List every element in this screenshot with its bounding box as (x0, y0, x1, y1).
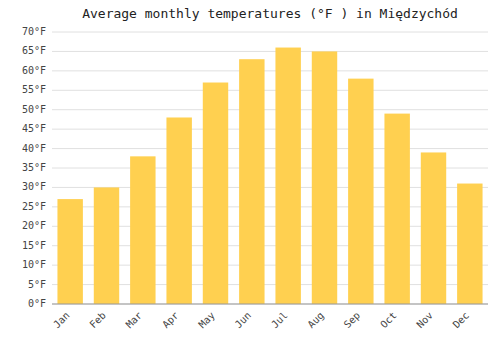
x-tick-label: May (196, 310, 217, 331)
chart: Average monthly temperatures (°F ) in Mi… (0, 0, 500, 350)
bar (130, 156, 155, 304)
bar (457, 184, 482, 304)
x-tick-label: Sep (342, 310, 363, 331)
bar (275, 48, 300, 304)
title: Average monthly temperatures (°F ) in Mi… (82, 6, 458, 21)
bar (94, 187, 119, 304)
x-tick-label: Dec (451, 310, 472, 331)
bars (57, 48, 482, 304)
bar (203, 83, 228, 304)
bar (384, 114, 409, 304)
y-tick-label: 50°F (22, 104, 46, 115)
bar (421, 152, 446, 304)
y-tick-label: 40°F (22, 143, 46, 154)
x-tick-label: Apr (160, 310, 181, 331)
x-tick-label: Jun (233, 310, 254, 331)
y-tick-label: 65°F (22, 45, 46, 56)
y-axis: 0°F 5°F 10°F 15°F 20°F 25°F 30°F 35°F 40°F 45°F 50… (22, 26, 488, 309)
grid-line (52, 70, 488, 71)
x-tick-label: Mar (124, 310, 145, 331)
x-tick-label: Jan (51, 310, 72, 331)
grid-line (52, 109, 488, 110)
bar (348, 79, 373, 304)
y-tick-label: 30°F (22, 181, 46, 192)
grid-line (52, 90, 488, 91)
grid-line (52, 51, 488, 52)
y-tick-label: 60°F (22, 65, 46, 76)
y-tick-label: 20°F (22, 220, 46, 231)
y-tick-label: 45°F (22, 123, 46, 134)
bar (312, 51, 337, 304)
grid-line (52, 304, 488, 305)
y-tick-label: 15°F (22, 240, 46, 251)
x-tick-label: Feb (87, 310, 108, 331)
bar (57, 199, 82, 304)
y-tick-label: 5°F (28, 279, 46, 290)
x-tick-label: Jul (269, 310, 290, 331)
y-tick-label: 35°F (22, 162, 46, 173)
x-axis: Jan Feb Mar Apr May Jun Jul Aug Sep Oct Nov Dec (51, 310, 471, 331)
grid-line (52, 32, 488, 33)
y-tick-label: 10°F (22, 259, 46, 270)
page: {"chart_data": {"type": "bar", "title": … (0, 0, 500, 350)
x-tick-label: Nov (414, 310, 435, 331)
y-tick-label: 70°F (22, 26, 46, 37)
y-tick-label: 25°F (22, 201, 46, 212)
grid-line (52, 129, 488, 130)
y-tick-label: 55°F (22, 84, 46, 95)
y-tick-label: 0°F (28, 298, 46, 309)
bar (239, 59, 264, 304)
x-tick-label: Aug (305, 310, 326, 331)
bar (166, 117, 191, 304)
x-tick-label: Oct (378, 310, 399, 331)
x-axis-line (52, 304, 488, 305)
grid-line (52, 148, 488, 149)
